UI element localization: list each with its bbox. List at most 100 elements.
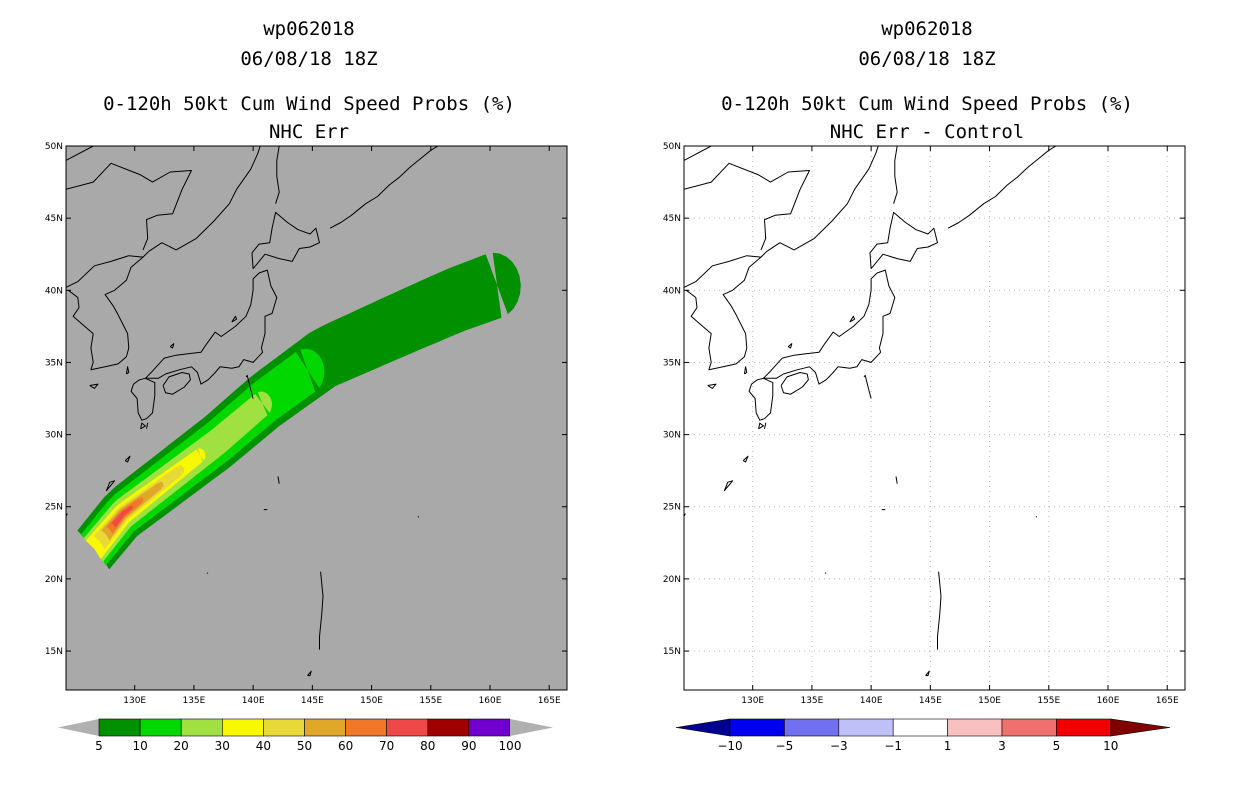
coastline-marianas-2 [925, 670, 930, 677]
coastline-ryukyu-3 [140, 422, 146, 430]
y-tick-label-20: 20N [45, 575, 63, 585]
colorbar-label--3: −3 [830, 739, 848, 753]
right-difference-map: 130E 135E 140E 145E 150E 155E 160E 165E 15N 20N 25… [663, 142, 1187, 753]
colorbar-label-30: 30 [215, 739, 230, 753]
colorbar-label-5: 5 [1053, 739, 1061, 753]
coastline-sado [231, 315, 238, 323]
colorbar-label--5: −5 [776, 739, 794, 753]
colorbar-low-arrow [58, 719, 99, 736]
right-title-variant: NHC Err - Control [829, 121, 1025, 143]
coastline-ryukyu-2 [124, 455, 131, 463]
coastline-ryukyu-1 [105, 480, 116, 492]
x-tick-label-160: 160E [479, 696, 502, 706]
coastline-korea [68, 256, 144, 371]
y-tick-label-25: 25N [663, 503, 681, 513]
x-tick-label-155: 155E [1037, 696, 1060, 706]
left-title-storm-id: wp062018 [263, 18, 355, 40]
colorbar-swatch-1 [139, 718, 182, 737]
colorbar-label-70: 70 [379, 739, 394, 753]
coastline-mainland [66, 146, 261, 288]
y-tick-label-35: 35N [45, 358, 63, 368]
left-probability-map: 130E 135E 140E 145E 150E 155E 160E 165E 15N 20N 25… [45, 142, 568, 753]
x-tick-label-145: 145E [919, 696, 942, 706]
coastline-wake [1186, 589, 1187, 590]
colorbar-label-3: 3 [998, 739, 1006, 753]
x-tick-label-135: 135E [182, 696, 205, 706]
x-tick-label-165: 165E [538, 696, 561, 706]
coastline-sado [849, 315, 856, 323]
coastline-tsushima [125, 366, 130, 375]
colorbar-swatch-0 [729, 718, 785, 737]
x-tick-label-140: 140E [242, 696, 265, 706]
coastline-tsushima [743, 366, 748, 375]
colorbar-label-10: 10 [132, 739, 147, 753]
coastline-jeju [707, 383, 717, 389]
colorbar-swatch-4 [947, 718, 1003, 737]
swath-contour-70 [111, 505, 133, 528]
x-tick-label-135: 135E [800, 696, 823, 706]
y-tick-label-35: 35N [663, 358, 681, 368]
x-tick-label-130: 130E [123, 696, 146, 706]
left-title-datetime: 06/08/18 18Z [240, 48, 378, 70]
colorbar-low-arrow [675, 718, 731, 737]
left-title-product: 0-120h 50kt Cum Wind Speed Probs (%) [103, 93, 515, 115]
coastline-shikoku [162, 372, 191, 395]
x-tick-label-150: 150E [360, 696, 383, 706]
coastline-mainland [684, 146, 879, 288]
y-tick-label-15: 15N [663, 647, 681, 657]
right-panel: wp062018 06/08/18 18Z 0-120h 50kt Cum Wi… [618, 0, 1236, 800]
coastline-mainland-2 [66, 162, 192, 251]
left-map-background [66, 146, 567, 690]
coastline-korea [686, 256, 762, 371]
left-plot-frame [65, 145, 568, 691]
right-plot-frame [683, 145, 1186, 691]
y-tick-label-25: 25N [45, 503, 63, 513]
right-title-storm-id: wp062018 [881, 18, 973, 40]
coastline-ogasawara [895, 476, 898, 484]
colorbar-swatch-3 [892, 718, 948, 737]
right-title-datetime: 06/08/18 18Z [858, 48, 996, 70]
coastline-hokkaido [251, 211, 320, 270]
colorbar-swatch-2 [838, 718, 894, 737]
y-tick-label-30: 30N [45, 431, 63, 441]
coastline-sakhalin [275, 146, 280, 204]
colorbar-label--10: −10 [717, 739, 742, 753]
colorbar-label-40: 40 [256, 739, 271, 753]
coastline-mainland-3 [684, 146, 712, 161]
coastline-izu [245, 374, 254, 399]
colorbar-swatch-1 [784, 718, 840, 737]
x-tick-label-130: 130E [741, 696, 764, 706]
coastline-shikoku [780, 372, 809, 395]
colorbar-label-5: 5 [95, 739, 103, 753]
colorbar-label-60: 60 [338, 739, 353, 753]
colorbar-swatch-6 [1056, 718, 1112, 737]
colorbar-swatch-2 [180, 718, 223, 737]
colorbar-label-100: 100 [499, 739, 522, 753]
y-tick-label-30: 30N [663, 431, 681, 441]
coastline-hokkaido [869, 211, 938, 270]
x-tick-label-145: 145E [301, 696, 324, 706]
y-tick-label-50: 50N [663, 142, 681, 152]
coastline-kuril [947, 146, 1057, 229]
colorbar-swatch-8 [427, 718, 470, 737]
colorbar-swatch-5 [1001, 718, 1057, 737]
colorbar-high-arrow [510, 719, 553, 736]
coastline-mainland-3 [66, 146, 94, 161]
coastline-japan-main [145, 269, 278, 385]
x-tick-label-160: 160E [1097, 696, 1120, 706]
colorbar-swatch-7 [386, 718, 429, 737]
colorbar-label-1: 1 [944, 739, 952, 753]
left-title-variant: NHC Err [268, 121, 350, 143]
coastline-ogasawara [277, 476, 280, 484]
coastline-ryukyu-2 [742, 455, 749, 463]
y-tick-label-45: 45N [45, 214, 63, 224]
y-tick-label-20: 20N [663, 575, 681, 585]
colorbar-swatch-9 [468, 718, 511, 737]
coastline-marianas-1 [937, 571, 942, 650]
x-tick-label-150: 150E [978, 696, 1001, 706]
coastline-mainland-2 [684, 162, 810, 251]
colorbar-label-50: 50 [297, 739, 312, 753]
colorbar-label-90: 90 [461, 739, 476, 753]
right-map-background [684, 146, 1185, 690]
colorbar-swatch-6 [345, 718, 388, 737]
